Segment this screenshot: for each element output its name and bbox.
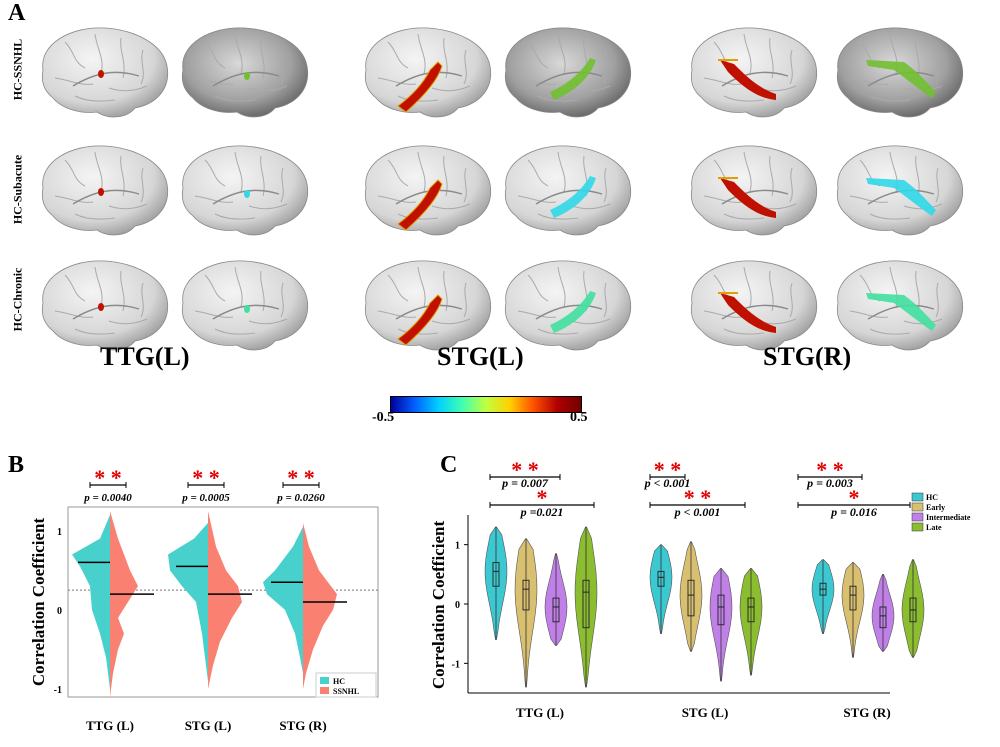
panel-b-legend: HC SSNHL: [315, 672, 377, 698]
colorbar: [390, 396, 582, 413]
panel-c-chart: * *p = 0.007*p =0.021* *p < 0.001* *p < …: [429, 457, 971, 720]
c-sig-p-3: p < 0.001: [674, 505, 721, 519]
b-ytick-0: -1: [54, 685, 62, 696]
legend-swatch-hc: [320, 677, 329, 684]
panel-c-legend: HC Early Intermediate Late: [911, 492, 971, 532]
panel-c-letter: C: [440, 452, 458, 478]
violin-intermediate-2-box: [879, 606, 887, 629]
violin-early-2-box: [849, 585, 857, 611]
b-xtick-1: STG (L): [185, 718, 232, 733]
region-label-stg-l: STG(L): [437, 342, 524, 371]
panel-b-chart: * *p = 0.0040* *p = 0.0005* *p = 0.0260 …: [29, 465, 379, 733]
legend-label-hc: HC: [926, 493, 938, 502]
violin-intermediate-0-box: [552, 597, 560, 623]
c-ytick-2: 1: [455, 541, 460, 552]
brain-maps: [41, 27, 964, 351]
c-ytick-0: -1: [452, 659, 460, 670]
panel-b-ylabel: Correlation Coefficient: [29, 518, 48, 687]
brain-r1-c3: [504, 145, 632, 236]
brain-r1-c1: [181, 145, 309, 236]
region-label-stg-r: STG(R): [763, 342, 852, 371]
violin-hc-0: [72, 514, 110, 690]
b-xtick-2: STG (R): [279, 718, 326, 733]
legend-label-ssnhl: SSNHL: [333, 687, 359, 696]
c-xtick-1: STG (L): [682, 705, 729, 720]
legend-label-late: Late: [926, 523, 942, 532]
brain-r2-c3: [504, 260, 632, 351]
brain-r2-c5: [836, 260, 964, 351]
c-sig-p-4: p = 0.003: [806, 476, 853, 490]
c-sig-stars-0: * *: [511, 457, 539, 482]
c-xtick-2: STG (R): [843, 705, 890, 720]
legend-swatch-intermediate: [911, 512, 924, 522]
violin-hc-2: [263, 526, 303, 674]
c-sig-stars-3: * *: [684, 485, 712, 510]
b-sig-stars-1: * *: [192, 465, 220, 490]
panel-a-letter: A: [8, 0, 26, 26]
b-sig-p-2: p = 0.0260: [276, 492, 325, 504]
violin-intermediate-1-box: [717, 594, 725, 626]
legend-swatch-ssnhl: [320, 687, 329, 694]
violin-hc-0-box: [492, 562, 500, 587]
legend-swatch-early: [911, 502, 924, 512]
violin-hc-1-box: [657, 570, 665, 587]
panel-b-letter: B: [8, 452, 25, 478]
colorbar-min-label: -0.5: [372, 410, 395, 425]
colorbar-max-label: 0.5: [570, 410, 588, 425]
brain-r2-c1: [181, 260, 309, 351]
violin-ssnhl-1: [208, 510, 242, 690]
b-sig-p-1: p = 0.0005: [181, 492, 230, 504]
violin-ssnhl-2: [303, 522, 337, 690]
brain-r0-c3: [504, 27, 632, 118]
brain-r0-c5: [836, 27, 964, 118]
b-sig-stars-0: * *: [94, 465, 122, 490]
c-sig-stars-2: * *: [654, 457, 682, 482]
panel-b-frame: [67, 506, 379, 698]
brain-r2-c0: [41, 260, 169, 351]
b-ytick-2: 1: [57, 527, 62, 538]
brain-r1-c5: [836, 145, 964, 236]
violin-late-1-box: [747, 597, 755, 623]
brain-r1-c2: [364, 145, 492, 236]
brain-r2-c4: [690, 260, 818, 351]
b-ytick-1: 0: [57, 606, 62, 617]
region-label-ttg-l: TTG(L): [100, 342, 190, 371]
violin-ssnhl-0: [110, 510, 138, 697]
c-sig-stars-4: * *: [816, 457, 844, 482]
c-sig-p-1: p =0.021: [520, 505, 564, 519]
violin-late-0-box: [582, 579, 590, 629]
c-xtick-0: TTG (L): [516, 705, 564, 720]
c-sig-p-5: p = 0.016: [830, 505, 877, 519]
panel-c-ylabel: Correlation Coefficient: [429, 521, 448, 690]
legend-label-early: Early: [926, 503, 945, 512]
brain-r1-c4: [690, 145, 818, 236]
legend-swatch-hc: [911, 492, 924, 502]
legend-swatch-late: [911, 522, 924, 532]
c-sig-p-2: p < 0.001: [644, 476, 691, 490]
c-ytick-1: 0: [455, 600, 460, 611]
brain-r1-c0: [41, 145, 169, 236]
brain-r0-c4: [690, 27, 818, 118]
brain-r2-c2: [364, 260, 492, 351]
c-sig-p-0: p = 0.007: [501, 476, 549, 490]
violin-early-1-box: [687, 579, 695, 617]
b-sig-stars-2: * *: [287, 465, 315, 490]
violin-early-0-box: [522, 579, 530, 611]
c-sig-stars-1: *: [537, 485, 548, 510]
brain-r0-c0: [41, 27, 169, 118]
b-sig-p-0: p = 0.0040: [83, 492, 132, 504]
b-xtick-0: TTG (L): [86, 718, 134, 733]
brain-r0-c2: [364, 27, 492, 118]
legend-label-intermediate: Intermediate: [926, 513, 971, 522]
violin-hc-1: [168, 522, 208, 682]
c-sig-stars-5: *: [849, 485, 860, 510]
brain-r0-c1: [181, 27, 309, 118]
legend-label-hc: HC: [333, 677, 345, 686]
